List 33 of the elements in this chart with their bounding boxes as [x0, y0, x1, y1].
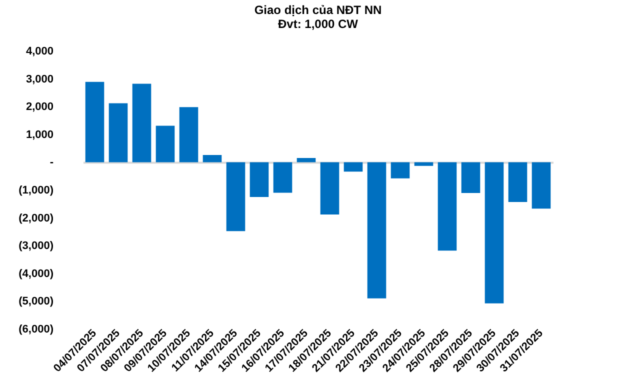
bar	[273, 162, 292, 193]
chart-title: Giao dịch của NĐT NN	[254, 3, 382, 17]
bar	[250, 162, 269, 197]
chart-subtitle: Đvt: 1,000 CW	[278, 17, 359, 31]
bar	[320, 162, 340, 214]
bar	[438, 162, 457, 251]
y-tick-label: (3,000)	[18, 240, 54, 252]
bar	[390, 162, 410, 178]
y-tick-label: -	[50, 156, 54, 169]
y-tick-label: (2,000)	[18, 212, 54, 224]
y-tick-label: (1,000)	[18, 184, 54, 196]
bar	[108, 103, 128, 162]
y-tick-label: 2,000	[26, 101, 54, 114]
bar	[202, 154, 222, 162]
bar	[344, 162, 363, 172]
y-tick-label: (6,000)	[18, 324, 54, 336]
y-tick-label: (5,000)	[18, 296, 54, 308]
bar	[508, 162, 528, 202]
bar	[414, 162, 434, 166]
y-tick-label: (4,000)	[18, 268, 54, 280]
bar	[461, 162, 480, 194]
bar	[156, 126, 175, 162]
bar	[226, 162, 246, 232]
bar	[532, 162, 551, 209]
bar	[484, 162, 504, 304]
y-tick-label: 1,000	[26, 128, 54, 141]
bar	[132, 84, 152, 162]
bar	[367, 162, 386, 298]
y-tick-label: 4,000	[26, 46, 54, 58]
bar	[179, 107, 198, 162]
y-tick-label: 3,000	[26, 73, 54, 86]
bar	[296, 158, 316, 162]
bar	[85, 82, 104, 162]
